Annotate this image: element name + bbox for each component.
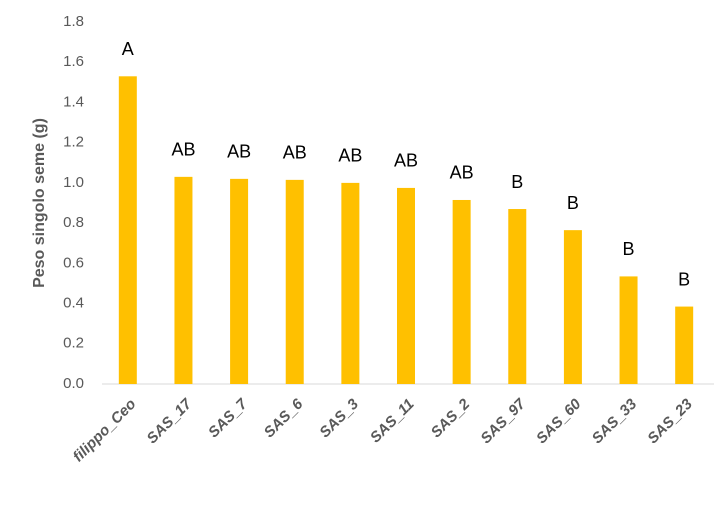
x-tick-label: SAS_97	[477, 395, 529, 447]
y-tick-label: 1.0	[63, 174, 84, 191]
bar	[452, 199, 471, 384]
y-tick-label: 0.0	[63, 375, 84, 392]
bar	[675, 306, 694, 384]
bar	[118, 76, 137, 385]
bar	[619, 276, 638, 384]
y-tick-label: 0.8	[63, 214, 84, 231]
x-tick-label: SAS_60	[533, 395, 585, 447]
group-label: AB	[450, 163, 474, 183]
x-tick-label: SAS_2	[428, 395, 474, 441]
y-tick-label: 1.8	[63, 13, 84, 30]
x-tick-label: SAS_23	[644, 395, 696, 447]
x-tick-label: SAS_17	[144, 395, 196, 447]
y-tick-label: 1.4	[63, 93, 84, 110]
x-tick-label: SAS_3	[316, 395, 362, 441]
x-tick-label: SAS_6	[261, 395, 307, 441]
group-label: A	[122, 39, 134, 59]
x-tick-label: SAS_33	[589, 395, 641, 447]
y-tick-label: 0.4	[63, 295, 84, 312]
group-label: AB	[394, 151, 418, 171]
x-tick-label: SAS_11	[367, 396, 418, 447]
bar	[563, 230, 582, 384]
bar	[508, 209, 527, 384]
group-label: AB	[171, 140, 195, 160]
group-label: B	[511, 172, 523, 192]
x-tick-label: SAS_7	[205, 395, 251, 441]
bar	[230, 178, 249, 384]
bar	[397, 187, 415, 384]
y-tick-label: 0.6	[63, 254, 84, 271]
y-axis-label: Peso singolo seme (g)	[31, 118, 48, 288]
y-tick-label: 1.6	[63, 53, 84, 70]
bar	[174, 176, 193, 384]
group-label: AB	[338, 146, 362, 166]
group-label: B	[678, 269, 690, 289]
group-label: AB	[227, 142, 251, 162]
y-tick-label: 0.2	[63, 335, 84, 352]
group-label: B	[567, 193, 579, 213]
x-tick-label: filippo_Ceo	[70, 396, 140, 466]
group-label: AB	[283, 143, 307, 163]
bar	[341, 182, 360, 384]
group-label: B	[623, 239, 635, 259]
y-tick-label: 1.2	[63, 134, 84, 151]
bar	[285, 179, 304, 384]
